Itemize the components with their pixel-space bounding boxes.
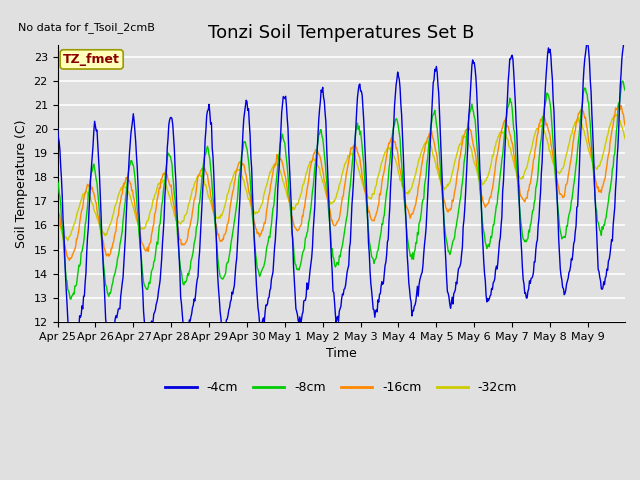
Title: Tonzi Soil Temperatures Set B: Tonzi Soil Temperatures Set B <box>208 24 474 42</box>
Text: TZ_fmet: TZ_fmet <box>63 53 120 66</box>
X-axis label: Time: Time <box>326 347 356 360</box>
Y-axis label: Soil Temperature (C): Soil Temperature (C) <box>15 119 28 248</box>
Text: No data for f_Tsoil_2cmB: No data for f_Tsoil_2cmB <box>18 23 155 33</box>
Legend: -4cm, -8cm, -16cm, -32cm: -4cm, -8cm, -16cm, -32cm <box>161 376 522 399</box>
